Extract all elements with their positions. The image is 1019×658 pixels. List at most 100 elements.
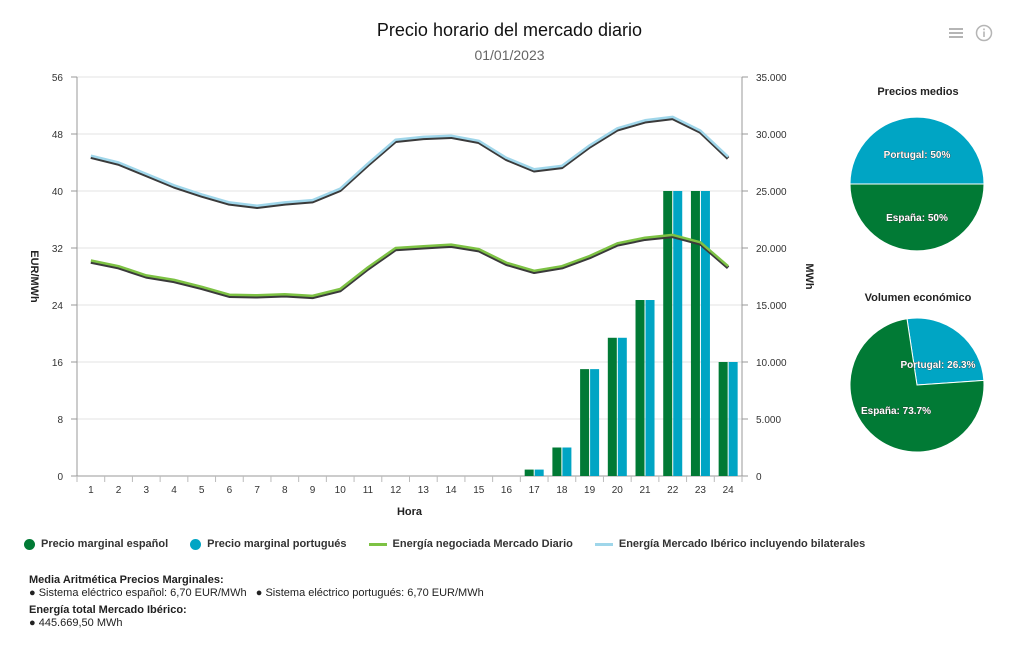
y-tick-label: 32 bbox=[52, 244, 64, 255]
chart-legend: Precio marginal español Precio marginal … bbox=[24, 538, 887, 550]
bar-portugal bbox=[728, 362, 738, 476]
y2-tick-label: 20.000 bbox=[756, 244, 787, 255]
x-tick-label: 19 bbox=[584, 485, 596, 496]
legend-line-icon bbox=[594, 542, 613, 546]
y-tick-label: 56 bbox=[52, 73, 64, 84]
x-tick-label: 8 bbox=[282, 485, 288, 496]
avg-values: ● Sistema eléctrico español: 6,70 EUR/MW… bbox=[29, 587, 484, 599]
info-icon[interactable] bbox=[975, 24, 993, 42]
x-tick-label: 18 bbox=[556, 485, 568, 496]
x-axis-title: Hora bbox=[397, 506, 423, 518]
avg-portugal: Sistema eléctrico portugués: 6,70 EUR/MW… bbox=[265, 587, 484, 599]
y2-tick-label: 15.000 bbox=[756, 301, 787, 312]
y-tick-label: 0 bbox=[57, 472, 63, 483]
y-tick-label: 16 bbox=[52, 358, 64, 369]
bar-spain bbox=[607, 337, 617, 476]
x-tick-label: 1 bbox=[88, 485, 94, 496]
chart-date: 01/01/2023 bbox=[474, 47, 545, 63]
pie-slice bbox=[849, 183, 985, 252]
y2-axis-title: MWh bbox=[803, 263, 815, 290]
pie-slice bbox=[849, 116, 985, 185]
x-tick-label: 24 bbox=[723, 485, 735, 496]
x-tick-label: 3 bbox=[143, 485, 149, 496]
line-energy-daily-shadow bbox=[90, 234, 730, 300]
y-tick-label: 48 bbox=[52, 130, 64, 141]
legend-line-icon bbox=[368, 542, 387, 546]
energy-total: ● 445.669,50 MWh bbox=[29, 617, 123, 629]
legend-item-energy-iberian[interactable]: Energía Mercado Ibérico incluyendo bilat… bbox=[594, 538, 866, 550]
bar-spain bbox=[663, 191, 673, 476]
line-energy-iberian bbox=[90, 115, 729, 208]
bar-portugal bbox=[700, 191, 710, 476]
y-tick-label: 24 bbox=[52, 301, 64, 312]
line-energy-daily bbox=[90, 233, 729, 298]
x-tick-label: 14 bbox=[446, 485, 458, 496]
pie-label: España: 50% bbox=[886, 213, 948, 224]
pie-label: Portugal: 50% bbox=[884, 150, 951, 161]
legend-label: Precio marginal portugués bbox=[207, 538, 347, 550]
x-tick-label: 23 bbox=[695, 485, 707, 496]
legend-label: Precio marginal español bbox=[41, 538, 169, 550]
bar-portugal bbox=[534, 469, 544, 476]
y-tick-label: 40 bbox=[52, 187, 64, 198]
menu-icon[interactable] bbox=[947, 24, 965, 42]
x-tick-label: 4 bbox=[171, 485, 177, 496]
bar-portugal bbox=[645, 300, 655, 476]
x-tick-label: 10 bbox=[335, 485, 347, 496]
bar-spain bbox=[718, 362, 728, 476]
line-energy-iberian-shadow bbox=[90, 116, 730, 210]
hamburger-icon bbox=[949, 28, 963, 38]
y2-tick-label: 35.000 bbox=[756, 73, 787, 84]
pie-label: Portugal: 26.3% bbox=[900, 360, 975, 371]
pie-title-precios: Precios medios bbox=[877, 86, 959, 98]
pie-slice bbox=[849, 318, 985, 453]
bar-spain bbox=[580, 369, 590, 476]
avg-title: Media Aritmética Precios Marginales: bbox=[29, 574, 224, 586]
y2-tick-label: 5.000 bbox=[756, 415, 781, 426]
x-tick-label: 20 bbox=[612, 485, 624, 496]
x-tick-label: 16 bbox=[501, 485, 513, 496]
legend-label: Energía Mercado Ibérico incluyendo bilat… bbox=[618, 538, 866, 550]
y2-tick-label: 30.000 bbox=[756, 130, 787, 141]
bar-spain bbox=[635, 300, 645, 476]
y-tick-label: 8 bbox=[57, 415, 63, 426]
x-tick-label: 7 bbox=[254, 485, 260, 496]
summary-block: Media Aritmética Precios Marginales: ● S… bbox=[29, 574, 484, 630]
bar-portugal bbox=[590, 369, 600, 476]
legend-item-spain-price[interactable]: Precio marginal español bbox=[24, 538, 168, 550]
energy-total-value: 445.669,50 MWh bbox=[38, 617, 123, 629]
x-tick-label: 5 bbox=[199, 485, 205, 496]
bar-spain bbox=[524, 469, 534, 476]
x-tick-label: 21 bbox=[639, 485, 651, 496]
pie-title-volumen: Volumen económico bbox=[864, 292, 972, 304]
bar-portugal bbox=[617, 337, 627, 476]
x-tick-label: 12 bbox=[390, 485, 402, 496]
avg-spain: Sistema eléctrico español: 6,70 EUR/MWh bbox=[38, 587, 247, 599]
x-tick-label: 2 bbox=[116, 485, 122, 496]
chart-title: Precio horario del mercado diario bbox=[376, 20, 643, 40]
x-tick-label: 9 bbox=[310, 485, 316, 496]
y2-tick-label: 10.000 bbox=[756, 358, 787, 369]
energy-title: Energía total Mercado Ibérico: bbox=[29, 604, 187, 616]
pie-slice bbox=[906, 317, 985, 386]
y-axis-title: EUR/MWh bbox=[28, 250, 40, 303]
bar-portugal bbox=[673, 191, 683, 476]
bar-portugal bbox=[562, 447, 572, 476]
legend-dot-icon bbox=[190, 538, 202, 550]
x-tick-label: 15 bbox=[473, 485, 485, 496]
legend-item-portugal-price[interactable]: Precio marginal portugués bbox=[190, 538, 347, 550]
legend-item-energy-daily[interactable]: Energía negociada Mercado Diario bbox=[368, 538, 573, 550]
pie-label: España: 73.7% bbox=[861, 406, 931, 417]
bar-spain bbox=[690, 191, 700, 476]
y2-tick-label: 25.000 bbox=[756, 187, 787, 198]
x-tick-label: 17 bbox=[529, 485, 541, 496]
legend-dot-icon bbox=[24, 538, 35, 550]
y2-tick-label: 0 bbox=[756, 472, 762, 483]
bar-spain bbox=[552, 447, 562, 476]
x-tick-label: 11 bbox=[363, 485, 374, 496]
x-tick-label: 6 bbox=[227, 485, 233, 496]
x-tick-label: 22 bbox=[667, 485, 679, 496]
legend-label: Energía negociada Mercado Diario bbox=[392, 538, 573, 550]
x-tick-label: 13 bbox=[418, 485, 430, 496]
